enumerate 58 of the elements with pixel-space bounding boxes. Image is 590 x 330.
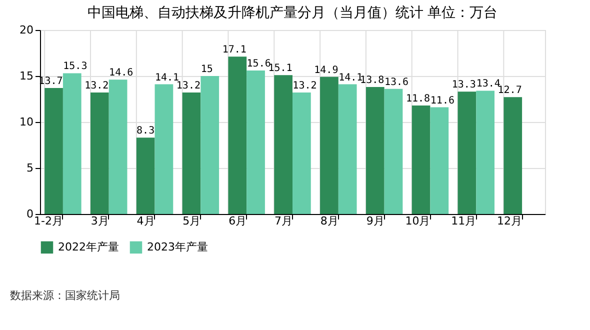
x-tick-label: 10月	[405, 214, 430, 228]
data-label: 17.1	[222, 44, 246, 56]
bar	[384, 88, 403, 214]
x-tick-label: 7月	[274, 214, 292, 228]
y-tick-label: 0	[26, 208, 34, 220]
x-tick-label: 6月	[228, 214, 247, 228]
bar	[136, 138, 155, 214]
data-label: 14.6	[109, 68, 134, 79]
bar	[292, 92, 311, 214]
data-label: 13.6	[384, 76, 409, 88]
bar	[476, 90, 494, 214]
data-label: 13.2	[84, 80, 109, 92]
x-tick-label: 8月	[320, 214, 338, 228]
bar	[44, 88, 63, 214]
data-label: 15.6	[246, 58, 271, 70]
bar	[90, 92, 109, 214]
bar	[274, 75, 292, 214]
y-tick-label: 20	[20, 24, 34, 36]
bar	[430, 107, 449, 214]
x-tick-label: 5月	[182, 214, 201, 228]
data-label: 12.7	[498, 85, 522, 96]
data-label: 11.6	[430, 95, 455, 106]
y-tick-label: 15	[20, 70, 34, 82]
legend-label: 2023年产量	[147, 240, 208, 254]
chart-title: 中国电梯、自动扶梯及升降机产量分月（当月值）统计 单位：万台	[87, 5, 498, 21]
data-label: 15	[200, 64, 213, 75]
data-label: 13.8	[360, 75, 384, 86]
data-label: 15.3	[63, 61, 88, 72]
data-label: 8.3	[136, 126, 155, 137]
x-tick-label: 1-2月	[34, 214, 63, 228]
bar	[246, 70, 265, 214]
bar	[412, 105, 430, 214]
data-label: 14.9	[314, 64, 338, 76]
data-label: 13.2	[176, 80, 200, 92]
bar	[108, 80, 128, 214]
bar	[504, 97, 522, 214]
bar	[458, 92, 476, 214]
x-tick-label: 3月	[90, 214, 109, 228]
bar	[62, 73, 82, 214]
source-note: 数据来源：国家统计局	[10, 289, 120, 302]
bar	[200, 76, 220, 214]
data-label: 13.4	[476, 78, 500, 90]
bar	[366, 87, 384, 214]
y-tick-label: 5	[26, 162, 34, 174]
data-label: 11.8	[406, 93, 430, 104]
bar	[182, 92, 201, 214]
bar	[228, 56, 247, 214]
bar	[338, 84, 357, 214]
y-tick-label: 10	[20, 116, 34, 128]
x-tick-label: 9月	[366, 214, 384, 228]
data-label: 13.2	[292, 80, 317, 92]
x-tick-label: 12月	[497, 214, 522, 228]
x-tick-label: 4月	[136, 214, 155, 228]
bar	[320, 76, 338, 214]
bar	[154, 84, 174, 214]
data-label: 13.3	[452, 80, 476, 91]
legend-label: 2022年产量	[58, 240, 119, 254]
x-tick-label: 11月	[451, 214, 476, 228]
